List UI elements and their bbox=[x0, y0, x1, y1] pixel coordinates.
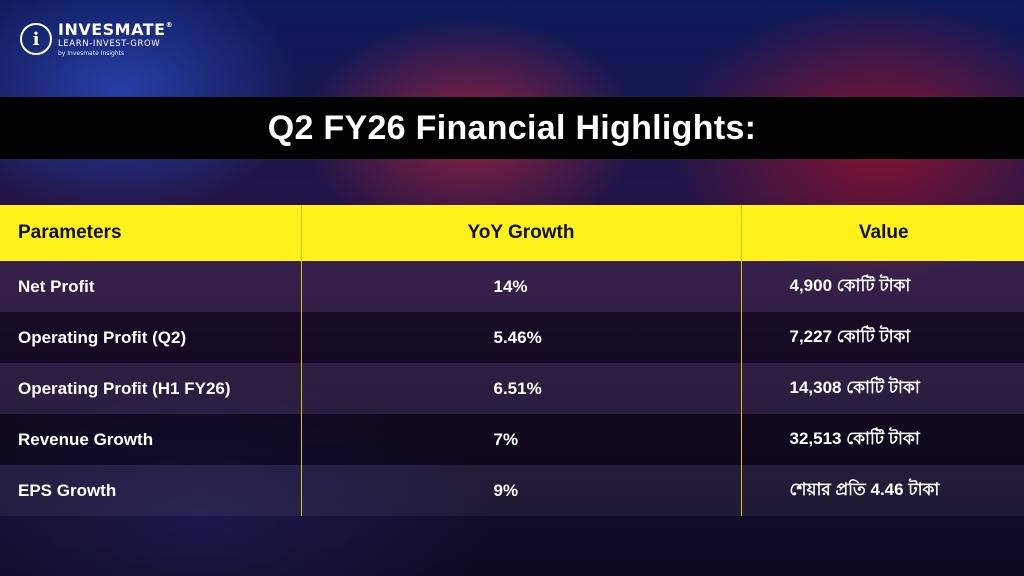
table-row: Operating Profit (H1 FY26) 6.51% 14,308 … bbox=[0, 363, 1024, 414]
cell-parameter: Operating Profit (Q2) bbox=[0, 312, 301, 363]
cell-yoy-growth: 9% bbox=[300, 465, 741, 516]
cell-yoy-growth: 5.46% bbox=[300, 312, 741, 363]
header-parameters: Parameters bbox=[0, 205, 301, 261]
cell-parameter: Operating Profit (H1 FY26) bbox=[0, 363, 301, 414]
registered-mark: ® bbox=[165, 21, 174, 29]
logo-text: INVESMATE® LEARN-INVEST-GROW by Invesmat… bbox=[58, 22, 173, 57]
brand-tagline: LEARN-INVEST-GROW bbox=[58, 39, 161, 49]
brand-name: INVESMATE bbox=[58, 20, 166, 39]
cell-parameter: EPS Growth bbox=[0, 465, 301, 516]
header-value: Value bbox=[740, 205, 1024, 261]
table-header-row: Parameters YoY Growth Value bbox=[0, 205, 1024, 261]
table-row: Revenue Growth 7% 32,513 কোটি টাকা bbox=[0, 414, 1024, 465]
cell-value: শেয়ার প্রতি 4.46 টাকা bbox=[740, 465, 1024, 516]
financial-highlights-table: Parameters YoY Growth Value Net Profit 1… bbox=[0, 205, 1024, 516]
cell-value: 32,513 কোটি টাকা bbox=[740, 414, 1024, 465]
cell-parameter: Revenue Growth bbox=[0, 414, 301, 465]
cell-yoy-growth: 6.51% bbox=[300, 363, 741, 414]
brand-logo: i INVESMATE® LEARN-INVEST-GROW by Invesm… bbox=[20, 22, 173, 57]
table-row: Operating Profit (Q2) 5.46% 7,227 কোটি ট… bbox=[0, 312, 1024, 363]
logo-i-icon: i bbox=[20, 23, 52, 56]
page-title: Q2 FY26 Financial Highlights: bbox=[267, 108, 757, 147]
cell-value: 7,227 কোটি টাকা bbox=[740, 312, 1024, 363]
cell-parameter: Net Profit bbox=[0, 261, 301, 312]
table-row: Net Profit 14% 4,900 কোটি টাকা bbox=[0, 261, 1024, 312]
brand-byline: by Invesmate Insights bbox=[58, 49, 125, 57]
table-row: EPS Growth 9% শেয়ার প্রতি 4.46 টাকা bbox=[0, 465, 1024, 516]
cell-yoy-growth: 7% bbox=[300, 414, 741, 465]
cell-value: 14,308 কোটি টাকা bbox=[740, 363, 1024, 414]
header-yoy-growth: YoY Growth bbox=[300, 205, 741, 261]
cell-yoy-growth: 14% bbox=[300, 261, 741, 312]
cell-value: 4,900 কোটি টাকা bbox=[740, 261, 1024, 312]
title-bar: Q2 FY26 Financial Highlights: bbox=[0, 97, 1024, 159]
